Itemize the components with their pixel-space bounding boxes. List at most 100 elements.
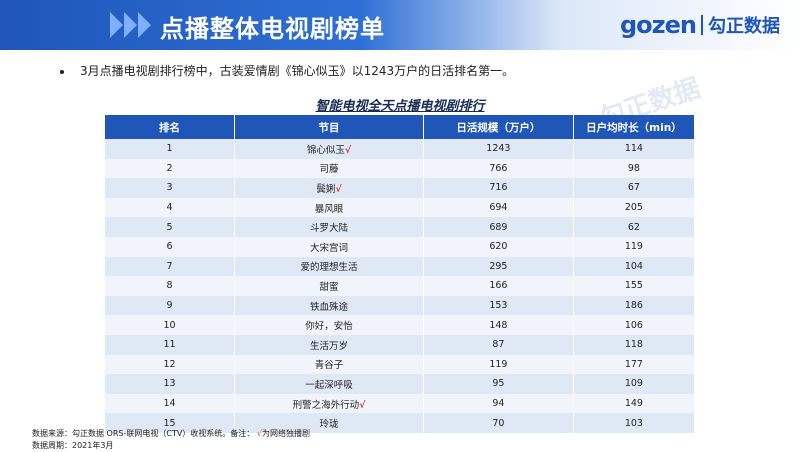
table-row: 6 大宋宫词 620 119 xyxy=(105,236,696,257)
summary-text: 3月点播电视剧排行榜中，古装爱情剧《锦心似玉》以1243万户的日活排名第一。 xyxy=(80,64,515,78)
cell-dau: 1243 xyxy=(423,139,574,159)
logo-separator xyxy=(701,15,703,35)
cell-program: 司藤 xyxy=(234,158,424,179)
cell-dau: 153 xyxy=(423,295,574,316)
program-name: 刑警之海外行动 xyxy=(292,399,360,411)
cell-dau: 694 xyxy=(423,197,574,218)
footer-source: 数据来源：勾正数据 ORS-联网电视（CTV）收视系统。备注： √为网络独播剧 xyxy=(32,428,310,440)
footer-source-text: 数据来源：勾正数据 ORS-联网电视（CTV）收视系统。备注： xyxy=(32,429,255,438)
table-row: 9 铁血殊途 153 186 xyxy=(105,295,696,316)
cell-dau: 689 xyxy=(423,217,574,237)
cell-rank: 15 xyxy=(105,413,236,433)
cell-dau: 620 xyxy=(423,236,574,257)
cell-program: 暴风眼 xyxy=(234,197,424,218)
cell-rank: 9 xyxy=(105,295,236,316)
cell-program: 生活万岁 xyxy=(234,334,424,355)
header-dau: 日活规模（万户） xyxy=(423,115,574,139)
cell-rank: 2 xyxy=(105,158,236,179)
exclusive-check-icon: √ xyxy=(344,144,352,156)
cell-dau: 716 xyxy=(423,178,574,198)
program-name: 斗罗大陆 xyxy=(310,223,349,235)
table-row: 10 你好，安怡 148 106 xyxy=(105,315,696,335)
cell-dau: 94 xyxy=(423,393,574,414)
footer-period: 数据周期：2021年3月 xyxy=(32,441,114,450)
cell-rank: 12 xyxy=(105,354,236,375)
program-name: 你好，安怡 xyxy=(305,321,353,333)
program-name: 甜蜜 xyxy=(319,281,339,293)
exclusive-check-icon: √ xyxy=(335,183,342,195)
header-duration: 日户均时长（min） xyxy=(573,115,696,139)
cell-rank: 1 xyxy=(105,139,236,159)
cell-duration: 109 xyxy=(573,374,696,394)
table-row: 7 爱的理想生活 295 104 xyxy=(105,256,696,277)
cell-duration: 155 xyxy=(573,276,696,296)
table-row: 12 青谷子 119 177 xyxy=(105,354,696,375)
table-title: 智能电视全天点播电视剧排行 xyxy=(315,99,485,114)
cell-program: 大宋宫词 xyxy=(234,236,424,257)
cell-dau: 70 xyxy=(423,413,574,433)
cell-duration: 205 xyxy=(573,197,696,218)
table-row: 13 一起深呼吸 95 109 xyxy=(105,374,696,394)
program-name: 锦心似玉 xyxy=(306,144,345,156)
cell-duration: 177 xyxy=(573,354,696,375)
page-title: 点播整体电视剧榜单 xyxy=(160,15,385,43)
logo-mark: gozen xyxy=(620,11,697,39)
cell-rank: 5 xyxy=(105,217,236,237)
cell-duration: 103 xyxy=(573,413,696,433)
program-name: 生活万岁 xyxy=(310,340,349,352)
cell-program: 铁血殊途 xyxy=(234,295,424,316)
logo-text: 勾正数据 xyxy=(708,16,780,37)
ranking-table: 排名 节目 日活规模（万户） 日户均时长（min） 1 锦心似玉√ 1243 114 2… xyxy=(105,115,696,433)
program-name: 爱的理想生活 xyxy=(300,262,358,274)
bullet-icon xyxy=(60,69,64,74)
table-row: 5 斗罗大陆 689 62 xyxy=(105,217,696,237)
cell-duration: 186 xyxy=(573,295,696,316)
cell-duration: 104 xyxy=(573,256,696,277)
footer-note: 为网络独播剧 xyxy=(261,429,310,438)
cell-dau: 87 xyxy=(423,334,574,355)
table-body: 1 锦心似玉√ 1243 114 2 司藤 766 98 3 鬓娳√ 716 67 4 暴风眼 694 205… xyxy=(105,139,696,433)
program-name: 司藤 xyxy=(319,164,339,176)
chevron-decoration-icon xyxy=(110,12,154,40)
cell-rank: 4 xyxy=(105,197,236,218)
table-row: 2 司藤 766 98 xyxy=(105,158,696,179)
cell-rank: 11 xyxy=(105,334,236,355)
table-row: 11 生活万岁 87 118 xyxy=(105,334,696,355)
cell-program: 一起深呼吸 xyxy=(234,374,424,394)
exclusive-check-icon: √ xyxy=(359,399,366,411)
cell-dau: 766 xyxy=(423,158,574,179)
cell-program: 鬓娳√ xyxy=(234,178,424,198)
cell-dau: 95 xyxy=(423,374,574,394)
cell-rank: 6 xyxy=(105,236,236,257)
table-row: 1 锦心似玉√ 1243 114 xyxy=(105,139,696,159)
program-name: 一起深呼吸 xyxy=(305,379,353,391)
cell-dau: 295 xyxy=(423,256,574,277)
program-name: 青谷子 xyxy=(314,360,344,372)
cell-dau: 166 xyxy=(423,276,574,296)
cell-duration: 67 xyxy=(573,178,696,198)
cell-rank: 13 xyxy=(105,374,236,394)
cell-rank: 10 xyxy=(105,315,236,335)
cell-dau: 119 xyxy=(423,354,574,375)
table-header-row: 排名 节目 日活规模（万户） 日户均时长（min） xyxy=(105,115,696,139)
cell-dau: 148 xyxy=(423,315,574,335)
cell-program: 锦心似玉√ xyxy=(234,139,424,159)
cell-program: 你好，安怡 xyxy=(234,315,424,335)
table-row: 4 暴风眼 694 205 xyxy=(105,197,696,218)
cell-program: 青谷子 xyxy=(234,354,424,375)
cell-program: 爱的理想生活 xyxy=(234,256,424,277)
program-name: 玲珑 xyxy=(319,419,339,431)
table-row: 3 鬓娳√ 716 67 xyxy=(105,178,696,198)
cell-duration: 106 xyxy=(573,315,696,335)
table-row: 15 玲珑 70 103 xyxy=(105,413,696,433)
brand-logo: gozen 勾正数据 xyxy=(620,10,780,40)
cell-duration: 98 xyxy=(573,158,696,179)
cell-rank: 7 xyxy=(105,256,236,277)
footer-check-mark: √ xyxy=(256,429,262,438)
cell-duration: 119 xyxy=(573,236,696,257)
cell-duration: 149 xyxy=(573,393,696,414)
cell-rank: 14 xyxy=(105,393,236,414)
header-program: 节目 xyxy=(234,115,424,139)
table-row: 8 甜蜜 166 155 xyxy=(105,276,696,296)
program-name: 鬓娳 xyxy=(316,183,336,195)
